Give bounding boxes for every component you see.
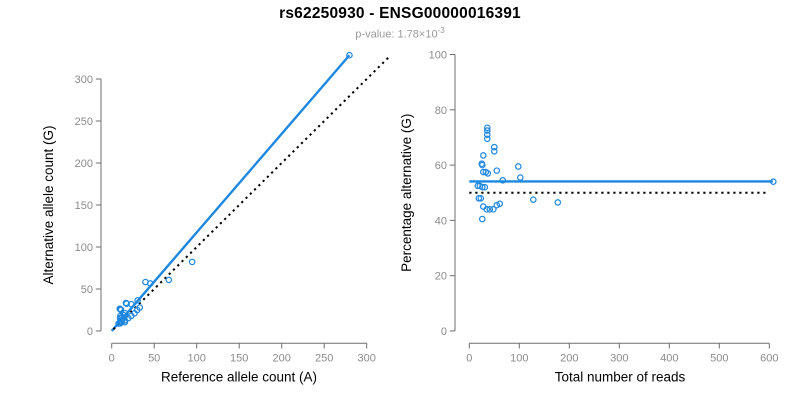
svg-text:100: 100 — [75, 242, 93, 254]
data-point — [134, 297, 141, 304]
data-point — [490, 143, 498, 151]
data-point — [146, 280, 154, 287]
data-point — [483, 127, 491, 134]
svg-text:300: 300 — [610, 352, 628, 364]
left-plot: 0 50 100 150 200 250 300 0 50 100 150 200 250 300 Refe… — [41, 51, 390, 384]
pvalue-exponent: -3 — [437, 26, 445, 35]
data-point — [496, 200, 504, 208]
data-point — [121, 309, 129, 317]
svg-text:100: 100 — [188, 352, 206, 364]
svg-text:200: 200 — [273, 352, 291, 364]
svg-text:150: 150 — [75, 200, 93, 212]
svg-text:60: 60 — [435, 160, 447, 172]
svg-text:0: 0 — [109, 352, 115, 364]
svg-text:20: 20 — [435, 271, 447, 283]
svg-text:40: 40 — [435, 215, 447, 227]
data-point — [484, 170, 492, 177]
data-point — [477, 194, 485, 202]
data-point — [346, 51, 353, 59]
fit-line — [110, 54, 351, 332]
data-point — [516, 174, 524, 181]
chart-title: rs62250930 - ENSG00000016391 — [279, 5, 521, 22]
data-point — [769, 178, 777, 185]
data-point — [478, 215, 486, 223]
svg-text:0: 0 — [441, 326, 447, 338]
x-axis-title: Reference allele count (A) — [161, 369, 317, 384]
svg-text:300: 300 — [75, 74, 93, 86]
data-point — [136, 304, 144, 311]
data-point — [128, 300, 135, 308]
data-point — [481, 183, 489, 191]
svg-text:150: 150 — [230, 352, 248, 364]
data-point — [478, 183, 486, 191]
svg-text:400: 400 — [660, 352, 678, 364]
svg-text:250: 250 — [75, 116, 93, 128]
svg-text:600: 600 — [760, 352, 778, 364]
y-axis-title: Alternative allele count (G) — [41, 125, 56, 284]
data-point — [529, 196, 537, 203]
data-point — [499, 177, 507, 184]
svg-text:250: 250 — [315, 352, 333, 364]
y-axis-title: Percentage alternative (G) — [399, 114, 414, 272]
x-axis — [111, 342, 368, 349]
data-point — [479, 152, 487, 159]
svg-text:200: 200 — [560, 352, 578, 364]
chart-subtitle: p-value: 1.78×10-3 — [0, 26, 800, 41]
data-point — [483, 131, 491, 138]
data-points — [115, 51, 353, 327]
data-point — [123, 300, 130, 308]
svg-text:80: 80 — [435, 105, 447, 117]
data-point — [483, 124, 491, 132]
svg-text:50: 50 — [81, 284, 93, 296]
data-point — [554, 199, 562, 206]
svg-text:100: 100 — [429, 50, 447, 62]
data-point — [483, 206, 491, 213]
pvalue-text: p-value: 1.78×10 — [355, 28, 438, 41]
data-point — [490, 147, 498, 155]
x-axis — [468, 342, 770, 349]
data-point — [165, 276, 173, 284]
data-point — [188, 258, 196, 266]
chart-header: rs62250930 - ENSG00000016391 p-value: 1.… — [0, 5, 800, 41]
svg-text:200: 200 — [75, 158, 93, 170]
svg-text:100: 100 — [510, 352, 528, 364]
data-points — [474, 124, 777, 223]
identity-line — [112, 56, 390, 331]
data-point — [489, 206, 497, 213]
x-axis-title: Total number of reads — [555, 369, 686, 384]
y-axis — [95, 78, 102, 332]
right-plot: 0 100 200 300 400 500 600 0 20 40 60 80 100 Total num… — [399, 50, 778, 385]
data-point — [493, 167, 501, 174]
svg-text:300: 300 — [358, 352, 376, 364]
svg-text:500: 500 — [710, 352, 728, 364]
svg-text:50: 50 — [148, 352, 160, 364]
data-point — [117, 306, 125, 314]
y-axis — [449, 54, 456, 332]
svg-text:0: 0 — [87, 326, 93, 338]
data-point — [486, 206, 494, 213]
data-point — [121, 318, 129, 326]
svg-text:0: 0 — [466, 352, 472, 364]
data-point — [483, 135, 491, 143]
data-point — [475, 194, 483, 202]
data-point — [478, 161, 486, 169]
data-point — [514, 163, 522, 170]
